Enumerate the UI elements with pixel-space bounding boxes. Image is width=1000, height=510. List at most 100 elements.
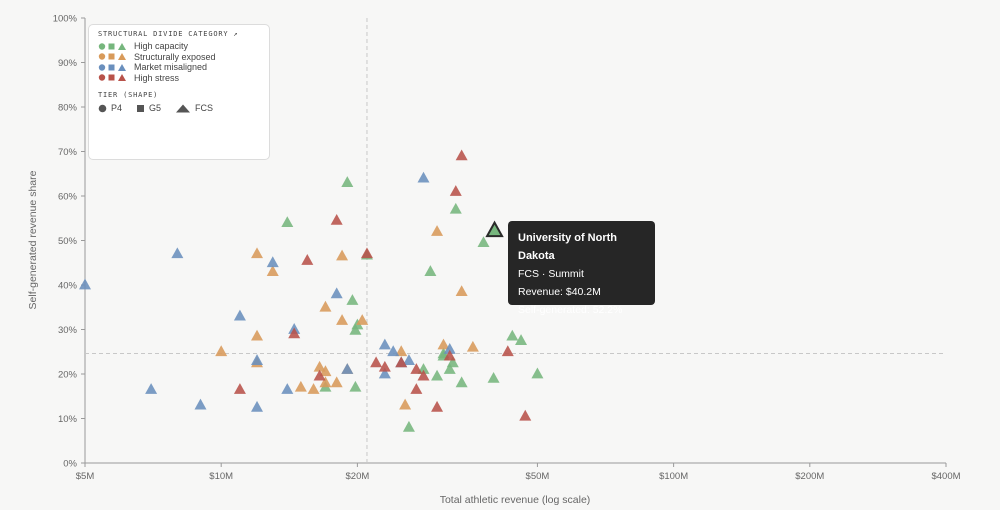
data-point-high-capacity[interactable] [424, 265, 437, 276]
highlighted-point-university-of-north-dakota[interactable] [485, 220, 504, 238]
data-point-high-stress[interactable] [501, 345, 514, 357]
data-point-structurally-exposed[interactable] [319, 300, 332, 312]
data-point-high-capacity[interactable] [346, 294, 359, 305]
data-point-high-capacity[interactable] [349, 323, 362, 335]
x-tick-label: $50M [526, 471, 550, 482]
legend-category-heading: STRUCTURAL DIVIDE CATEGORY ↗ [98, 30, 239, 38]
data-point-market-misaligned[interactable] [417, 171, 430, 183]
data-point-high-stress[interactable] [233, 383, 246, 394]
data-point-structurally-exposed[interactable] [215, 345, 228, 357]
data-point-high-capacity[interactable] [446, 356, 459, 368]
data-point-high-stress[interactable] [519, 409, 532, 421]
legend-tier-p4: P4 [98, 103, 122, 113]
x-tick-label: $20M [346, 471, 370, 482]
data-point-high-capacity[interactable] [506, 329, 519, 341]
data-point-market-misaligned[interactable] [387, 345, 400, 357]
data-point-structurally-exposed[interactable] [356, 314, 369, 325]
y-tick-label: 0% [63, 459, 77, 470]
data-point-high-stress[interactable] [395, 356, 408, 368]
data-point-market-misaligned[interactable] [171, 247, 184, 259]
data-point-high-capacity[interactable] [341, 176, 354, 187]
data-point-market-misaligned[interactable] [233, 309, 246, 321]
data-point-high-capacity[interactable] [515, 334, 528, 345]
tooltip-revenue: Revenue: $40.2M [518, 286, 601, 298]
data-point-high-stress[interactable] [410, 383, 423, 394]
data-point-structurally-exposed[interactable] [294, 380, 307, 392]
tooltip-title: University of North Dakota [518, 232, 618, 262]
data-point-high-stress[interactable] [301, 254, 314, 265]
data-point-market-misaligned[interactable] [251, 400, 264, 412]
data-point-high-stress[interactable] [313, 369, 326, 381]
legend-swatch-icon [98, 63, 126, 71]
data-point-market-misaligned[interactable] [402, 354, 415, 365]
data-point-market-misaligned[interactable] [330, 287, 343, 299]
data-point-market-misaligned[interactable] [378, 367, 391, 379]
data-point-structurally-exposed[interactable] [395, 345, 408, 357]
legend-tier-fcs: FCS [175, 103, 213, 113]
data-point-high-stress[interactable] [410, 363, 423, 374]
data-point-structurally-exposed[interactable] [336, 314, 349, 325]
data-point-market-misaligned[interactable] [341, 363, 354, 374]
data-point-structurally-exposed[interactable] [307, 383, 320, 394]
reference-lines [85, 18, 946, 463]
data-point-structurally-exposed[interactable] [399, 398, 412, 410]
square-icon [137, 104, 145, 112]
legend-tier-list: P4 G5 FCS [98, 102, 260, 114]
data-point-high-capacity[interactable] [281, 216, 294, 228]
data-point-high-capacity[interactable] [455, 376, 468, 388]
data-point-market-misaligned[interactable] [443, 343, 456, 354]
data-point-market-misaligned[interactable] [266, 256, 279, 268]
tooltip: University of North Dakota FCS · Summit … [508, 221, 655, 316]
data-point-market-misaligned[interactable] [79, 278, 91, 290]
x-tick-label: $400M [931, 471, 960, 482]
data-point-structurally-exposed[interactable] [313, 360, 326, 372]
data-point-high-stress[interactable] [431, 400, 444, 412]
data-point-structurally-exposed[interactable] [437, 338, 450, 350]
data-point-structurally-exposed[interactable] [336, 249, 349, 261]
data-point-high-stress[interactable] [378, 360, 391, 372]
data-point-high-stress[interactable] [449, 185, 462, 196]
y-axis-title: Self-generated revenue share [27, 170, 39, 309]
data-point-structurally-exposed[interactable] [319, 365, 332, 377]
data-point-high-stress[interactable] [370, 356, 383, 368]
data-point-structurally-exposed[interactable] [266, 265, 279, 276]
data-point-high-stress[interactable] [360, 247, 373, 259]
data-point-high-stress[interactable] [288, 327, 301, 339]
data-point-structurally-exposed[interactable] [466, 340, 479, 352]
data-point-high-capacity[interactable] [531, 367, 544, 379]
data-point-high-stress[interactable] [443, 349, 456, 361]
x-tick-label: $5M [76, 471, 95, 482]
data-point-high-capacity[interactable] [402, 420, 415, 432]
data-point-market-misaligned[interactable] [281, 383, 294, 394]
data-point-high-capacity[interactable] [477, 236, 490, 248]
data-point-structurally-exposed[interactable] [330, 376, 343, 388]
data-point-high-capacity[interactable] [431, 369, 444, 381]
data-point-structurally-exposed[interactable] [251, 329, 264, 341]
data-point-high-capacity[interactable] [487, 371, 500, 383]
data-point-high-stress[interactable] [455, 149, 468, 161]
triangle-icon [176, 104, 191, 112]
x-tick-label: $100M [659, 471, 688, 482]
y-tick-label: 20% [58, 370, 78, 381]
data-point-market-misaligned[interactable] [145, 383, 158, 394]
data-point-market-misaligned[interactable] [251, 354, 264, 365]
data-point-high-capacity[interactable] [349, 380, 362, 392]
legend-tier-heading: TIER (SHAPE) [98, 91, 159, 99]
data-point-high-stress[interactable] [330, 213, 343, 225]
y-tick-label: 50% [58, 236, 78, 247]
y-tick-label: 40% [58, 281, 78, 292]
data-point-structurally-exposed[interactable] [319, 376, 332, 388]
data-point-high-capacity[interactable] [443, 363, 456, 374]
data-point-market-misaligned[interactable] [194, 398, 207, 410]
legend-item-label: Market misaligned [134, 62, 208, 73]
y-tick-label: 80% [58, 103, 78, 114]
data-point-high-capacity[interactable] [449, 202, 462, 214]
data-point-structurally-exposed[interactable] [455, 285, 468, 296]
y-tick-label: 30% [58, 325, 78, 336]
x-axis-ticks: $5M $10M $20M $50M $100M $200M $400M [76, 463, 961, 482]
data-point-structurally-exposed[interactable] [431, 225, 444, 236]
data-point-high-stress[interactable] [417, 369, 430, 381]
legend-swatch-icon [98, 42, 126, 50]
data-point-structurally-exposed[interactable] [251, 247, 264, 259]
data-point-market-misaligned[interactable] [378, 338, 391, 350]
